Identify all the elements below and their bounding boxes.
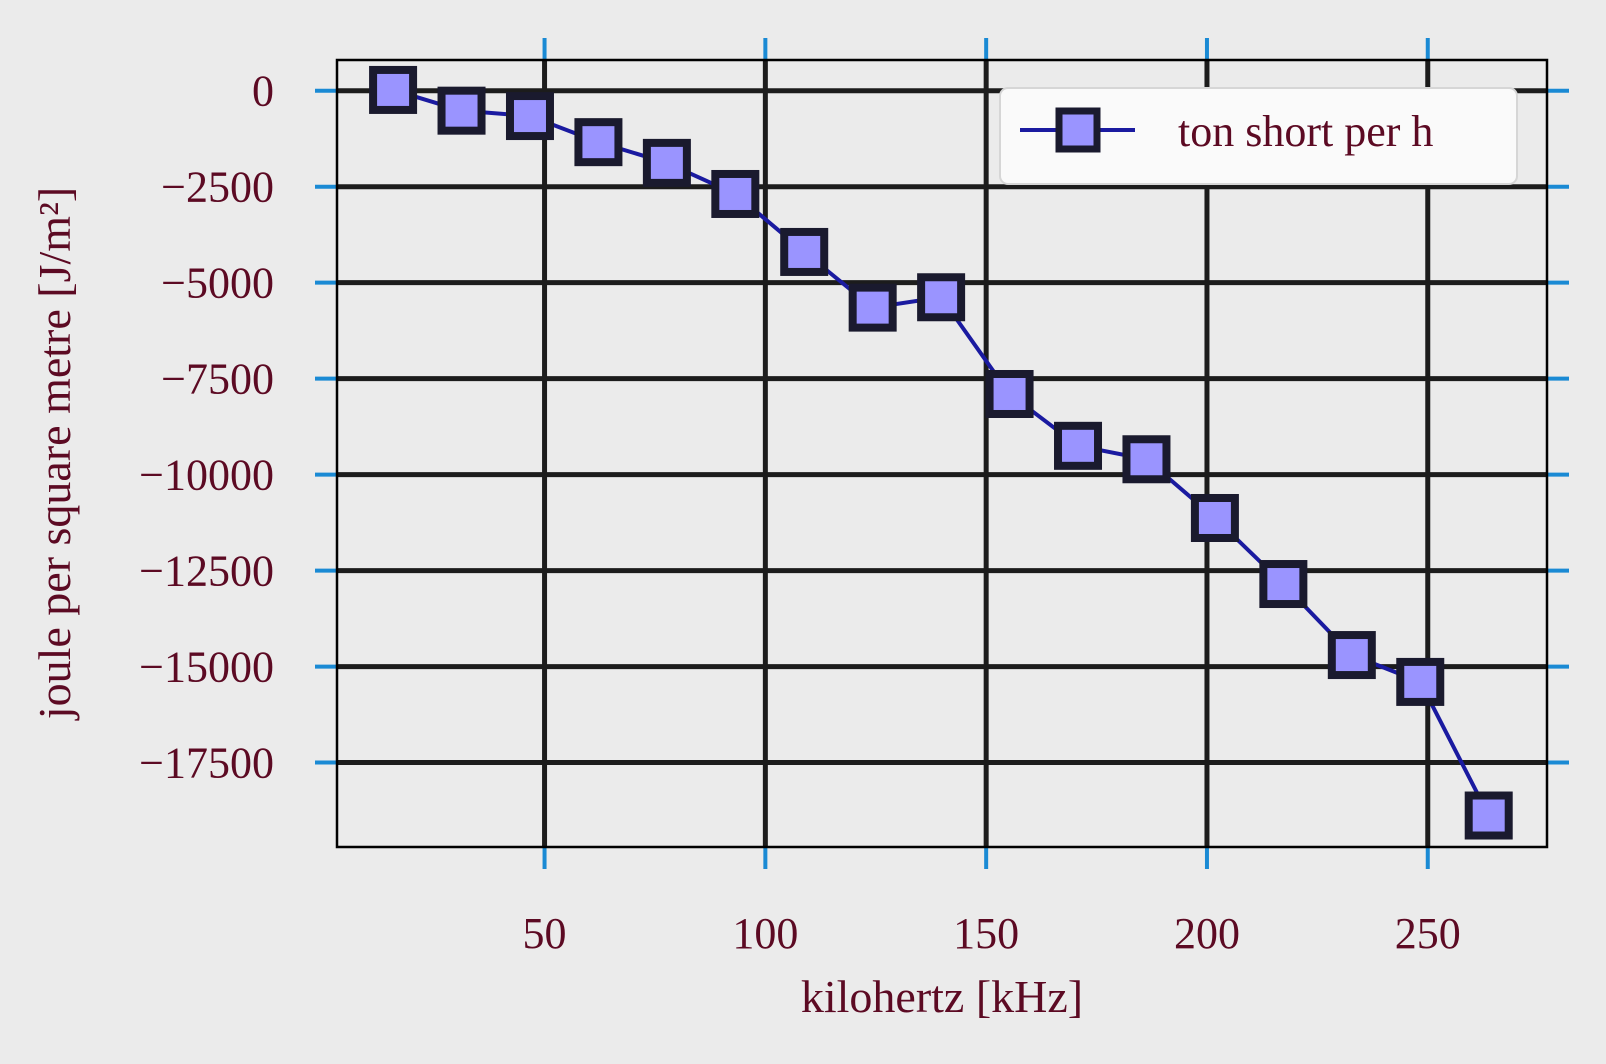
- y-tick-label: −12500: [139, 547, 274, 596]
- data-point-marker: [642, 138, 691, 187]
- legend-box: [999, 87, 1518, 185]
- plot-frame: [335, 58, 1549, 849]
- data-point-marker: [1327, 631, 1376, 680]
- y-tick-label: −5000: [161, 259, 274, 308]
- y-tick-label: −17500: [139, 739, 274, 788]
- legend: ton short per h: [999, 87, 1518, 185]
- data-point-marker: [848, 283, 897, 332]
- legend-marker-square: [1055, 107, 1101, 153]
- data-point-marker: [1122, 435, 1171, 484]
- data-point-marker: [437, 86, 486, 135]
- data-point-marker: [711, 169, 760, 218]
- x-axis-title: kilohertz [kHz]: [801, 971, 1083, 1022]
- legend-label: ton short per h: [1178, 107, 1433, 156]
- y-tick-label: −7500: [161, 355, 274, 404]
- data-point-marker: [369, 65, 418, 114]
- data-point-marker: [574, 118, 623, 167]
- data-point-marker: [780, 227, 829, 276]
- y-tick-label: −2500: [161, 163, 274, 212]
- y-tick-label: −15000: [139, 643, 274, 692]
- y-tick-label: −10000: [139, 451, 274, 500]
- x-tick-label: 50: [523, 909, 567, 958]
- y-tick-label: 0: [252, 67, 274, 116]
- y-tick-labels: 0 −2500 −5000 −7500 −10000 −12500 −15000 −17500: [139, 67, 274, 788]
- data-point-marker: [1190, 493, 1239, 542]
- y-axis-title: joule per square metre [J/m²]: [29, 187, 80, 721]
- data-point-marker: [1396, 657, 1445, 706]
- data-point-marker: [917, 273, 966, 322]
- series-markers: [369, 65, 1513, 840]
- data-point-marker: [1464, 791, 1513, 840]
- data-point-marker: [505, 92, 554, 141]
- tick-marks: [315, 38, 1569, 869]
- data-point-marker: [985, 369, 1034, 418]
- plot-area: [337, 60, 1547, 847]
- x-tick-label: 150: [953, 909, 1019, 958]
- x-tick-label: 200: [1174, 909, 1240, 958]
- data-point-marker: [1259, 560, 1308, 609]
- data-point-marker: [1054, 421, 1103, 470]
- x-tick-label: 250: [1395, 909, 1461, 958]
- x-tick-labels: 50 100 150 200 250: [523, 909, 1461, 958]
- x-tick-label: 100: [732, 909, 798, 958]
